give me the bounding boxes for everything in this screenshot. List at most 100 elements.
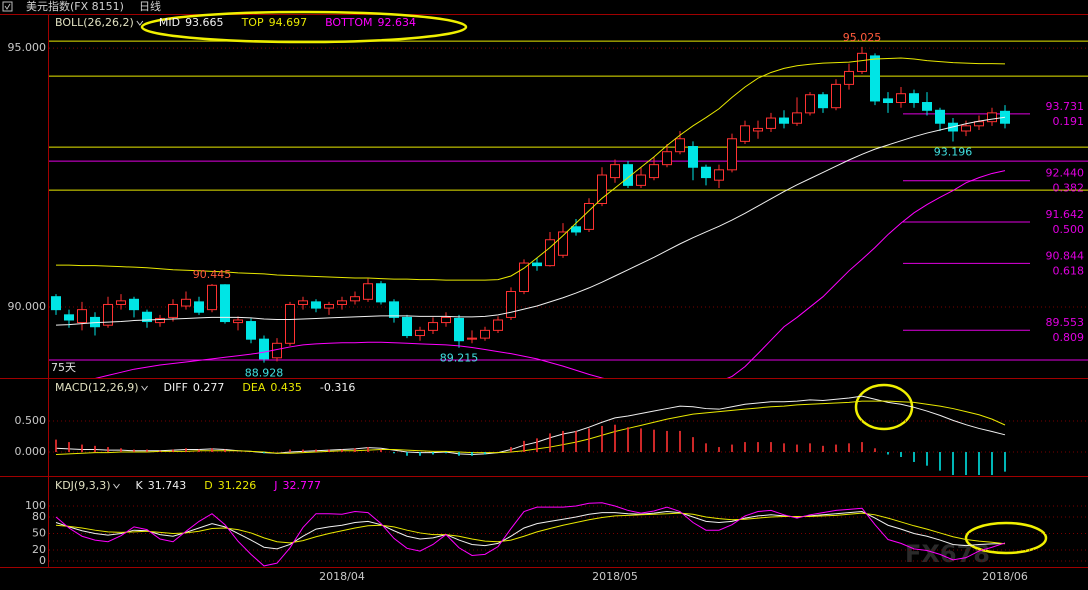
candle-body [831, 83, 841, 109]
candle-body [402, 316, 412, 337]
candle-body [64, 314, 74, 321]
candle-body [987, 112, 997, 123]
x-tick-label: 2018/04 [319, 570, 365, 583]
candle-body [896, 93, 906, 104]
highlight-ellipse [140, 10, 468, 44]
candle-body [181, 298, 191, 307]
candle-body [298, 300, 308, 305]
legend-name: DEA [242, 381, 265, 394]
legend-name: D [204, 479, 212, 492]
candle-body [194, 301, 204, 313]
legend-value: 92.634 [377, 16, 416, 29]
candle-body [597, 174, 607, 204]
series-line [55, 511, 1006, 550]
candle-body [168, 303, 178, 318]
series-line [55, 502, 1006, 567]
candle-body [922, 102, 932, 111]
dropdown-chevron [141, 385, 148, 391]
y-tick-label: 80 [32, 510, 46, 523]
candle-body [428, 322, 438, 331]
candle-body [766, 117, 776, 129]
candle-body [337, 300, 347, 305]
x-tick-label: 2018/05 [592, 570, 638, 583]
y-tick-label: 0.500 [15, 414, 47, 427]
legend-value: 93.665 [185, 16, 224, 29]
y-tick-label: 100 [25, 499, 46, 512]
legend-name: BOTTOM [325, 16, 372, 29]
fib-ratio-label: 0.809 [1053, 331, 1085, 344]
low-mark-label: 93.196 [934, 146, 973, 159]
candle-body [532, 262, 542, 267]
candle-body [285, 303, 295, 344]
plot-area [49, 40, 1088, 378]
indicator-title: MACD(12,26,9) [55, 381, 139, 394]
y-tick-label: 20 [32, 543, 46, 556]
series-line [55, 512, 1006, 545]
candle-body [246, 321, 256, 340]
candle-body [935, 109, 945, 124]
fib-ratio-label: 0.382 [1053, 182, 1085, 195]
candle-body [883, 98, 893, 104]
candle-body [77, 309, 87, 324]
candle-body [103, 303, 113, 326]
candle-body [311, 301, 321, 309]
candle-body [727, 138, 737, 171]
fib-price-label: 93.731 [1046, 100, 1085, 113]
candle-body [753, 127, 763, 132]
candle-body [51, 296, 61, 311]
candle-body [662, 151, 672, 166]
legend-value: 31.226 [218, 479, 257, 492]
candle-body [909, 93, 919, 104]
candle-body [350, 296, 360, 302]
series-line [55, 395, 1006, 456]
fib-price-label: 92.440 [1046, 167, 1085, 180]
candle-body [129, 298, 139, 311]
dropdown-chevron [113, 483, 120, 489]
candle-body [454, 317, 464, 342]
candle-body [545, 239, 555, 267]
candle-body [220, 284, 230, 323]
candle-body [116, 300, 126, 305]
candle-body [870, 55, 880, 102]
plot-area [55, 502, 1006, 567]
candle-body [506, 291, 516, 318]
legend-name: K [136, 479, 144, 492]
candle-body [233, 319, 243, 324]
fib-price-label: 89.553 [1046, 316, 1085, 329]
candle-body [584, 202, 594, 230]
candle-body [636, 174, 646, 186]
legend-name: DIFF [164, 381, 188, 394]
header-title: 美元指数(FX 8151) [26, 0, 124, 13]
candle-body [779, 117, 789, 124]
candle-body [805, 94, 815, 114]
series-line [55, 116, 1006, 326]
high-mark-label: 95.025 [843, 31, 882, 44]
candle-body [441, 316, 451, 324]
header-period: 日线 [139, 0, 161, 13]
legend-name: J [273, 479, 277, 492]
candle-body [480, 329, 490, 339]
series-line [95, 170, 1006, 378]
high-mark-label: 90.445 [193, 268, 232, 281]
candle-body [857, 52, 867, 72]
candle-body [259, 338, 269, 360]
y-tick-label: 50 [32, 526, 46, 539]
candle-body [324, 303, 334, 309]
candle-body [155, 317, 165, 324]
candle-body [688, 146, 698, 168]
candle-body [623, 164, 633, 186]
candle-body [467, 337, 477, 340]
legend-value: 94.697 [269, 16, 308, 29]
header-icon [2, 1, 13, 12]
legend-name: TOP [241, 16, 264, 29]
candle-body [740, 125, 750, 142]
y-tick-label: 0 [39, 554, 46, 567]
indicator-title: KDJ(9,3,3) [55, 479, 111, 492]
candle-body [389, 301, 399, 318]
legend-name: MID [159, 16, 180, 29]
candle-body [649, 164, 659, 179]
